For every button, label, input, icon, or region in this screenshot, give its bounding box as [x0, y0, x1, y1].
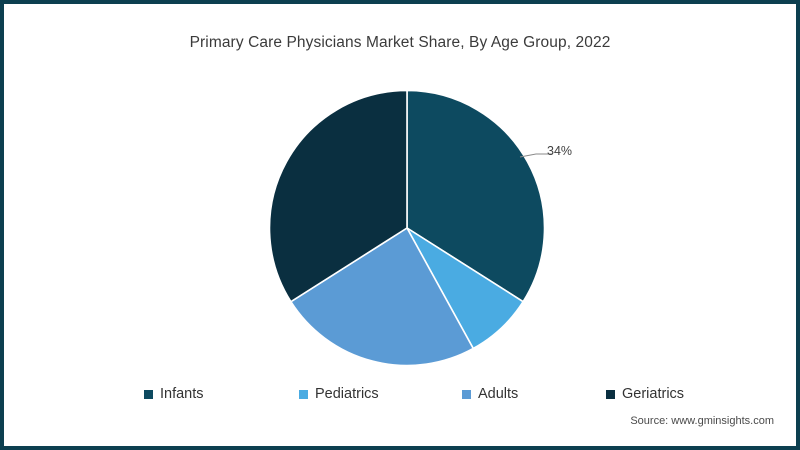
pie-slice-group — [269, 90, 545, 366]
pie-chart — [269, 90, 545, 366]
legend-item-adults[interactable]: Adults — [462, 384, 518, 404]
pie-slice-adults[interactable] — [289, 226, 475, 366]
legend-swatch-icon — [462, 389, 471, 399]
pie-slice-geriatrics[interactable] — [269, 90, 408, 303]
source-credit: Source: www.gminsights.com — [630, 415, 774, 427]
data-label-infants: 34% — [547, 144, 573, 158]
legend-item-label: Pediatrics — [315, 386, 379, 402]
page-title: Primary Care Physicians Market Share, By… — [189, 34, 611, 51]
legend-item-geriatrics[interactable]: Geriatrics — [606, 384, 684, 404]
legend-item-label: Adults — [478, 386, 519, 402]
pie-svg — [269, 90, 545, 366]
legend: Infants Pediatrics Adults Geriatrics — [144, 384, 724, 404]
legend-item-pediatrics[interactable]: Pediatrics — [299, 384, 379, 404]
legend-item-label: Infants — [160, 386, 204, 402]
legend-swatch-icon — [299, 389, 308, 399]
legend-item-label: Geriatrics — [622, 386, 685, 402]
chart-canvas: Primary Care Physicians Market Share, By… — [4, 4, 796, 446]
callout-leader-line — [519, 153, 552, 158]
legend-swatch-icon — [144, 389, 153, 399]
legend-item-infants[interactable]: Infants — [144, 384, 204, 404]
legend-swatch-icon — [606, 389, 615, 399]
